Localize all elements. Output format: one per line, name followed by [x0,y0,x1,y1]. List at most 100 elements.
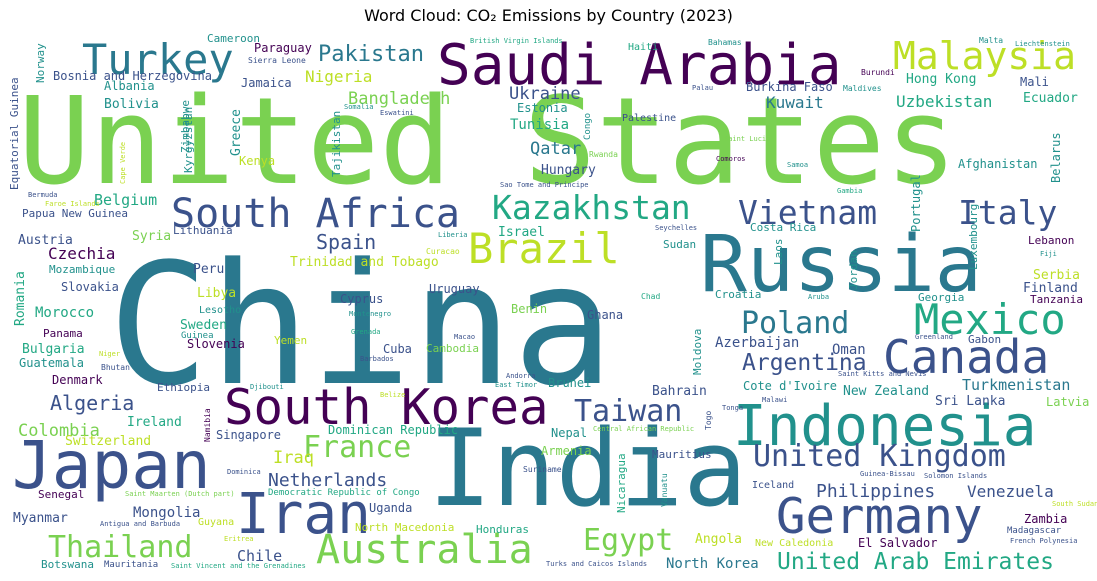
word-poland: Poland [741,306,849,341]
word-turks-and-caicos-islands: Turks and Caicos Islands [546,560,647,568]
word-saint-vincent-and-the-grenadines: Saint Vincent and the Grenadines [171,562,306,570]
word-estonia: Estonia [517,101,568,115]
word-liechtenstein: Liechtenstein [1015,40,1070,48]
word-greenland: Greenland [915,333,953,341]
word-lesotho: Lesotho [199,305,241,316]
word-papua-new-guinea: Papua New Guinea [22,207,128,220]
word-nepal: Nepal [551,426,587,440]
word-french-polynesia: French Polynesia [1010,537,1077,545]
word-malawi: Malawi [762,396,787,404]
word-philippines: Philippines [816,481,935,502]
word-sri-lanka: Sri Lanka [935,394,1005,409]
word-switzerland: Switzerland [65,434,151,449]
word-latvia: Latvia [1046,395,1089,409]
word-cape-verde: Cape Verde [119,142,127,184]
word-australia: Australia [316,527,533,573]
word-yemen: Yemen [274,334,307,347]
word-liberia: Liberia [438,231,468,239]
word-saint-maarten-dutch-part: Saint Maarten (Dutch part) [125,490,235,498]
word-zimbabwe: Zimbabwe [179,100,192,153]
word-iran: Iran [236,482,371,547]
word-antigua-and-barbuda: Antigua and Barbuda [100,520,180,528]
word-mexico: Mexico [914,295,1066,344]
word-south-sudan: South Sudan [1052,500,1097,508]
word-canada: Canada [883,330,1049,384]
word-finland: Finland [1023,281,1078,296]
word-malta: Malta [979,36,1003,45]
word-guatemala: Guatemala [19,356,84,370]
word-faroe-islands: Faroe Islands [45,200,100,208]
word-somalia: Somalia [344,103,374,111]
word-sao-tome-and-principe: Sao Tome and Principe [500,181,589,189]
word-panama: Panama [43,327,83,340]
word-luxembourg: Luxembourg [967,204,980,270]
word-peru: Peru [193,262,224,277]
word-north-korea: North Korea [666,556,759,572]
word-thailand: Thailand [48,530,193,565]
word-bosnia-and-herzegovina: Bosnia and Herzegovina [53,69,212,83]
word-tonga: Tonga [722,404,743,412]
word-bahamas: Bahamas [708,38,742,47]
word-italy: Italy [958,193,1057,232]
word-solomon-islands: Solomon Islands [924,472,987,480]
word-bahrain: Bahrain [652,384,707,399]
word-fiji: Fiji [1040,250,1057,258]
word-spain: Spain [316,230,376,254]
word-guyana: Guyana [198,517,234,528]
word-lebanon: Lebanon [1028,234,1074,247]
word-armenia: Armenia [541,444,592,458]
word-united-arab-emirates: United Arab Emirates [777,549,1054,575]
word-algeria: Algeria [50,391,134,415]
word-myanmar: Myanmar [13,511,68,526]
word-israel: Israel [498,225,545,240]
word-ghana: Ghana [587,308,623,322]
word-argentina: Argentina [742,350,867,376]
word-egypt: Egypt [583,523,673,558]
word-brunei: Brunei [548,376,591,390]
word-east-timor: East Timor [495,381,537,389]
word-pakistan: Pakistan [318,42,424,67]
word-bermuda: Bermuda [28,191,58,199]
word-tunisia: Tunisia [510,117,569,133]
word-sierra-leone: Sierra Leone [248,56,306,65]
word-nigeria: Nigeria [305,67,372,86]
word-united-states: United States [18,73,957,212]
word-cyprus: Cyprus [340,292,383,306]
word-turkmenistan: Turkmenistan [962,376,1070,394]
word-indonesia: Indonesia [733,394,1036,459]
word-montenegro: Montenegro [349,310,391,318]
word-kuwait: Kuwait [766,93,824,112]
word-mauritius: Mauritius [652,448,712,461]
word-paraguay: Paraguay [254,41,312,55]
word-south-africa: South Africa [171,191,460,237]
word-ecuador: Ecuador [1023,91,1078,106]
word-eritrea: Eritrea [224,535,254,543]
word-burundi: Burundi [861,68,895,77]
word-el-salvador: El Salvador [858,536,937,550]
word-mauritania: Mauritania [104,560,158,570]
word-zambia: Zambia [1024,512,1067,526]
word-germany: Germany [776,488,983,545]
word-iceland: Iceland [752,480,794,491]
word-guinea: Guinea [181,331,214,341]
word-british-virgin-islands: British Virgin Islands [470,37,563,45]
word-georgia: Georgia [918,291,964,304]
word-sweden: Sweden [180,318,227,333]
word-taiwan: Taiwan [574,394,682,429]
word-brazil: Brazil [468,224,620,273]
word-namibia: Namibia [203,408,212,442]
word-croatia: Croatia [715,288,761,301]
word-azerbaijan: Azerbaijan [715,335,799,351]
word-greece: Greece [229,109,244,156]
word-curacao: Curacao [426,247,460,256]
word-guinea-bissau: Guinea-Bissau [860,470,915,478]
word-saint-kitts-and-nevis: Saint Kitts and Nevis [838,370,927,378]
word-albania: Albania [104,79,155,93]
word-kyrgyzstan: Kyrgyzstan [182,107,195,173]
word-chad: Chad [641,292,660,301]
word-afghanistan: Afghanistan [958,157,1037,171]
word-china: China [108,227,614,423]
word-trinidad-and-tobago: Trinidad and Tobago [290,255,439,270]
word-gabon: Gabon [968,333,1001,346]
word-cameroon: Cameroon [207,32,260,45]
